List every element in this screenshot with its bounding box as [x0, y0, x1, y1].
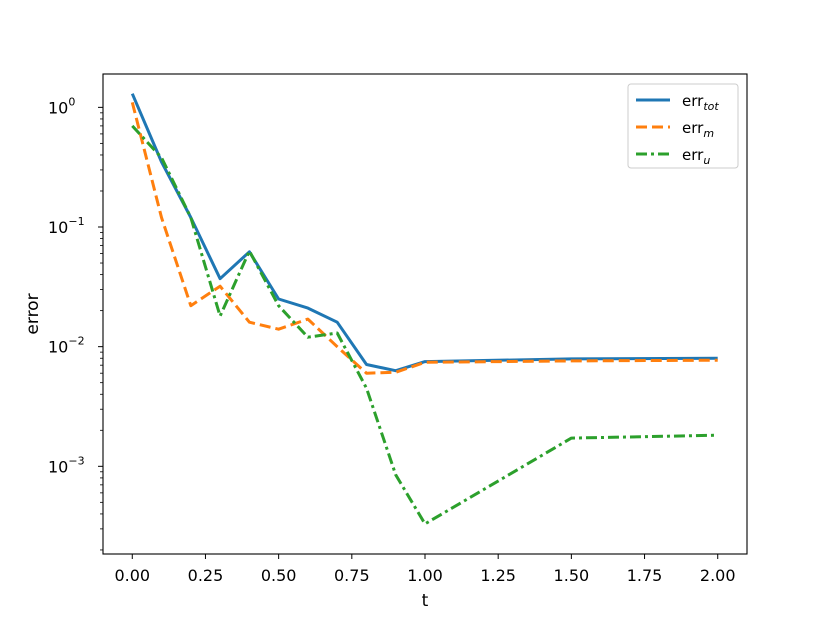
y-tick-label: 10−3	[48, 454, 85, 476]
legend-label-subscript: m	[703, 127, 714, 140]
x-tick-label: 1.50	[554, 566, 590, 585]
y-axis-label: error	[23, 293, 43, 334]
x-tick-label: 2.00	[700, 566, 736, 585]
legend-label-subscript: u	[703, 154, 710, 167]
legend-label-name: err	[682, 119, 704, 137]
legend-label: errm	[682, 119, 714, 140]
legend-label: errtot	[682, 92, 719, 113]
legend-box	[627, 83, 739, 169]
y-tick-base: 10	[48, 218, 68, 237]
y-tick-exponent: −1	[68, 215, 84, 228]
x-tick-label: 1.25	[480, 566, 516, 585]
series-line-u	[131, 124, 718, 526]
legend-label-name: err	[682, 92, 704, 110]
x-tick-label: 0.75	[334, 566, 370, 585]
legend-label: erru	[682, 146, 710, 167]
y-tick-label: 100	[48, 95, 75, 117]
y-tick-base: 10	[48, 457, 68, 476]
y-tick-base: 10	[48, 338, 68, 357]
x-tick-label: 1.75	[627, 566, 663, 585]
series-line-tot	[130, 93, 718, 373]
y-tick-exponent: 0	[68, 95, 75, 108]
y-tick-exponent: −2	[68, 335, 84, 348]
plot-lines	[130, 93, 718, 526]
x-axis-label: t	[422, 591, 429, 611]
x-tick-label: 0.25	[188, 566, 224, 585]
y-tick-label: 10−2	[48, 335, 85, 357]
y-tick-base: 10	[48, 98, 68, 117]
x-tick-label: 0.00	[114, 566, 150, 585]
legend-label-subscript: tot	[703, 100, 719, 113]
x-axis-ticks: 0.00 0.25 0.50 0.75 1.00 1.25 1.50 1.75 2.00	[114, 554, 736, 585]
x-tick-label: 1.00	[407, 566, 443, 585]
x-tick-label: 0.50	[261, 566, 297, 585]
legend-label-name: err	[682, 146, 704, 164]
y-tick-label: 10−1	[48, 215, 85, 237]
series-line-m	[130, 102, 718, 375]
y-tick-exponent: −3	[68, 454, 84, 467]
